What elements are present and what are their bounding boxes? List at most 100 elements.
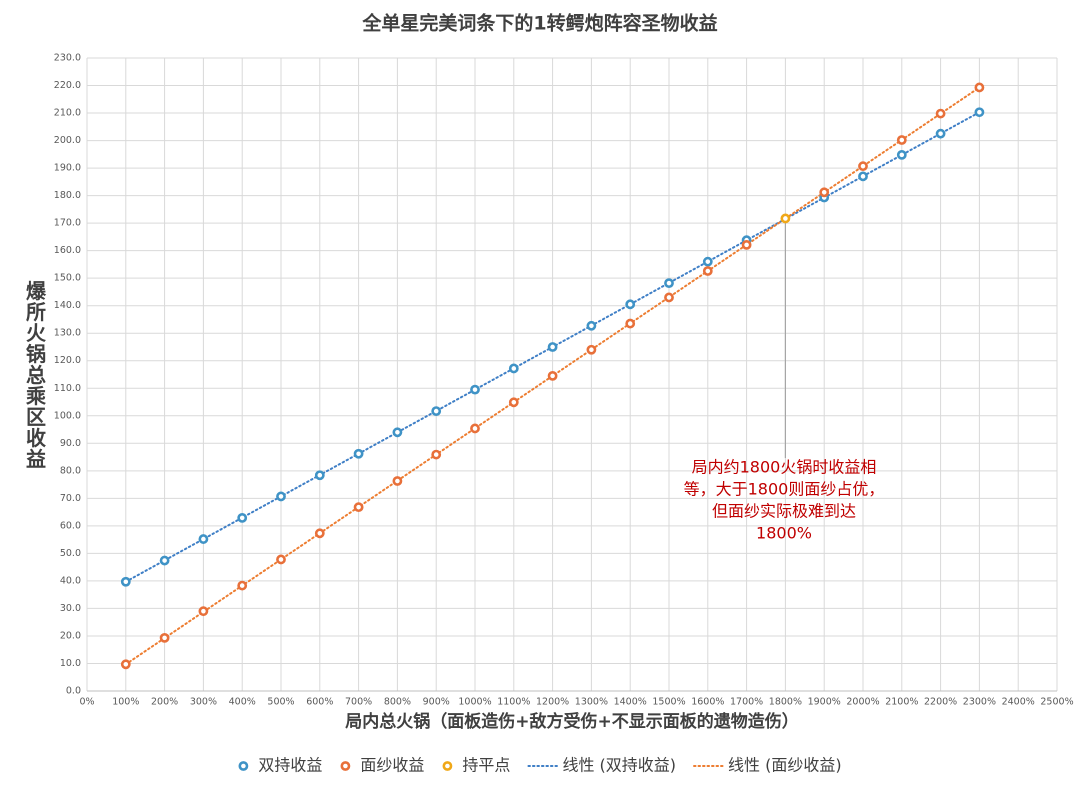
- x-tick-label: 1600%: [691, 697, 724, 708]
- marker: [625, 299, 636, 310]
- legend-label: 面纱收益: [360, 756, 424, 775]
- x-tick-label: 1800%: [769, 697, 802, 708]
- marker: [353, 502, 364, 513]
- marker: [237, 512, 248, 523]
- legend-symbol: [340, 761, 351, 771]
- x-tick-label: 0%: [79, 697, 94, 708]
- x-tick-label: 1300%: [575, 697, 608, 708]
- y-tick-label: 190.0: [54, 163, 81, 174]
- marker: [858, 171, 868, 182]
- marker: [237, 580, 248, 591]
- legend-label: 双持收益: [258, 756, 322, 775]
- y-tick-label: 210.0: [54, 108, 81, 119]
- x-tick-label: 2500%: [1040, 697, 1073, 708]
- marker: [159, 632, 170, 643]
- y-tick-label: 0.0: [66, 686, 81, 697]
- x-tick-label: 300%: [190, 697, 217, 708]
- marker: [858, 161, 868, 172]
- annotation-text: 但面纱实际极难到达: [712, 502, 856, 521]
- marker: [120, 576, 131, 587]
- y-tick-label: 200.0: [54, 135, 81, 146]
- y-tick-label: 170.0: [54, 218, 81, 229]
- x-tick-label: 200%: [151, 697, 178, 708]
- marker: [508, 397, 519, 408]
- legend-label: 线性 (面纱收益): [728, 756, 842, 775]
- marker: [702, 266, 713, 276]
- annotation-text: 局内约1800火锅时收益相: [692, 458, 877, 477]
- marker: [508, 363, 519, 374]
- y-tick-label: 70.0: [60, 493, 81, 504]
- x-tick-label: 800%: [384, 697, 411, 708]
- marker: [625, 318, 636, 329]
- x-tick-label: 400%: [229, 697, 256, 708]
- x-tick-label: 700%: [345, 697, 372, 708]
- marker: [198, 534, 209, 544]
- x-axis-label: 局内总火锅（面板造伤+敌方受伤+不显示面板的遗物造伤）: [345, 711, 799, 732]
- marker: [392, 476, 403, 486]
- marker: [431, 406, 442, 417]
- legend-label: 线性 (双持收益): [562, 756, 676, 775]
- x-tick-label: 600%: [306, 697, 333, 708]
- marker: [198, 606, 209, 617]
- marker: [819, 187, 830, 198]
- marker: [780, 213, 791, 224]
- marker: [470, 384, 480, 395]
- marker: [664, 278, 674, 289]
- marker: [896, 149, 907, 160]
- x-tick-label: 1700%: [730, 697, 763, 708]
- x-tick-label: 2100%: [885, 697, 918, 708]
- marker: [935, 128, 946, 139]
- x-tick-label: 2400%: [1002, 697, 1035, 708]
- marker: [586, 320, 597, 331]
- marker: [547, 370, 558, 381]
- legend-symbol: [238, 761, 249, 771]
- annotation-text: 1800%: [756, 524, 812, 543]
- x-tick-label: 900%: [423, 697, 450, 708]
- marker: [741, 239, 752, 250]
- marker: [276, 554, 286, 565]
- x-tick-label: 1000%: [458, 697, 491, 708]
- x-tick-label: 2200%: [924, 697, 957, 708]
- y-tick-label: 50.0: [60, 548, 81, 559]
- y-tick-label: 140.0: [54, 300, 81, 311]
- marker: [314, 470, 325, 481]
- y-tick-label: 40.0: [60, 575, 81, 586]
- y-tick-label: 20.0: [60, 630, 81, 641]
- y-tick-label: 80.0: [60, 465, 81, 476]
- x-tick-label: 1500%: [652, 697, 685, 708]
- marker: [974, 82, 985, 93]
- y-tick-label: 120.0: [54, 355, 81, 366]
- y-tick-label: 130.0: [54, 328, 81, 339]
- marker: [974, 107, 985, 118]
- marker: [586, 344, 597, 355]
- x-tick-label: 1400%: [614, 697, 647, 708]
- x-tick-label: 1900%: [808, 697, 841, 708]
- x-tick-label: 2000%: [846, 697, 879, 708]
- legend-label: 持平点: [462, 756, 510, 775]
- marker: [276, 491, 286, 502]
- y-tick-label: 150.0: [54, 273, 81, 284]
- y-tick-label: 30.0: [60, 603, 81, 614]
- x-tick-label: 1100%: [497, 697, 530, 708]
- marker: [392, 427, 403, 438]
- x-tick-label: 500%: [267, 697, 294, 708]
- marker: [120, 659, 131, 670]
- marker: [431, 449, 442, 460]
- marker: [547, 342, 558, 352]
- legend-symbol: [442, 761, 453, 771]
- y-tick-label: 180.0: [54, 190, 81, 201]
- y-tick-label: 110.0: [54, 383, 81, 394]
- marker: [935, 108, 946, 119]
- marker: [896, 135, 907, 145]
- marker: [314, 528, 325, 539]
- marker: [664, 292, 674, 303]
- chart-title: 全单星完美词条下的1转鳄炮阵容圣物收益: [361, 12, 717, 35]
- marker: [702, 256, 713, 267]
- y-tick-label: 60.0: [60, 520, 81, 531]
- y-tick-label: 230.0: [54, 53, 81, 64]
- x-tick-label: 100%: [112, 697, 139, 708]
- marker: [159, 555, 170, 566]
- y-tick-label: 160.0: [54, 245, 81, 256]
- marker: [470, 423, 480, 434]
